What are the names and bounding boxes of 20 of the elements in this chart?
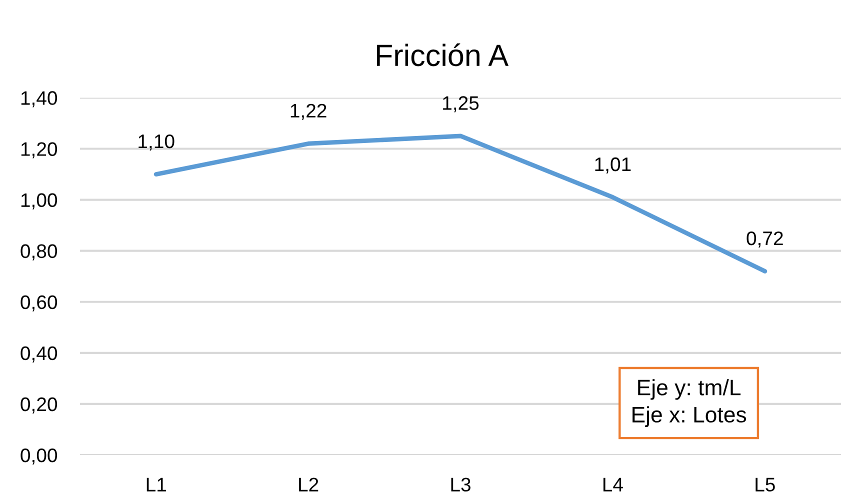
data-label: 1,10	[138, 134, 174, 151]
y-tick-label: 0,80	[20, 244, 58, 260]
x-tick-label: L4	[603, 478, 623, 492]
y-tick-label: 1,20	[21, 142, 58, 158]
y-tick-label: 0,40	[20, 346, 58, 362]
y-tick-label: 0,00	[20, 448, 58, 465]
y-tick-label: 0,20	[20, 397, 58, 414]
x-tick-label: L5	[756, 478, 775, 492]
y-tick-label: 1,40	[21, 91, 58, 108]
data-label: 1,25	[443, 96, 479, 112]
annotation: Eje y: tm/L Eje x: Lotes	[632, 379, 746, 427]
y-tick-label: 1,00	[21, 193, 58, 210]
y-tick-label: 0,60	[20, 295, 58, 312]
x-tick-label: L3	[451, 478, 470, 492]
data-label: 1,01	[595, 157, 631, 174]
x-tick-label: L2	[299, 478, 318, 492]
data-label: 1,22	[290, 104, 326, 120]
chart-title: Fricción A	[376, 43, 509, 66]
x-tick-label: L1	[146, 478, 166, 492]
data-label: 0,72	[746, 231, 783, 248]
